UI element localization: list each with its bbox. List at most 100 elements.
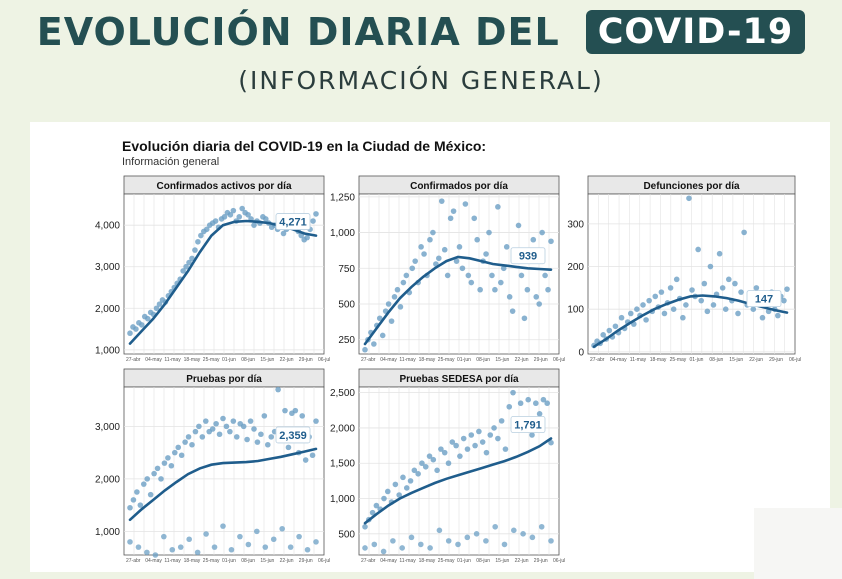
data-point — [227, 428, 233, 435]
data-point — [175, 444, 182, 451]
data-point — [540, 396, 547, 403]
data-point — [430, 456, 437, 463]
x-tick-label: 08-jun — [476, 558, 490, 564]
panel-4: Pruebas por día 1,000 2,000 3,000 27-abr 04-m… — [95, 368, 330, 564]
data-point — [775, 312, 781, 319]
data-point — [426, 453, 433, 459]
data-point — [444, 272, 451, 279]
data-point-low — [492, 523, 499, 530]
data-point — [491, 425, 497, 431]
data-point — [156, 301, 163, 307]
data-point — [483, 449, 490, 456]
data-point — [506, 294, 513, 300]
data-point — [220, 415, 226, 422]
data-point-low — [520, 531, 526, 537]
data-point-low — [529, 534, 536, 541]
y-tick-label: 250 — [338, 335, 355, 346]
x-tick-label: 18-may — [184, 558, 201, 564]
data-point — [441, 246, 448, 253]
data-point — [313, 418, 319, 424]
data-point — [418, 244, 424, 250]
x-tick-label: 27-abr — [590, 357, 605, 363]
data-point — [244, 436, 250, 443]
data-point — [548, 439, 554, 446]
data-point-low — [313, 539, 319, 545]
data-point — [548, 238, 554, 245]
data-point — [707, 263, 714, 270]
y-tick-label: 2,000 — [95, 474, 120, 485]
data-point — [400, 474, 406, 481]
data-point — [544, 400, 551, 407]
x-tick-label: 25-may — [203, 357, 220, 363]
data-point — [183, 263, 189, 270]
data-point — [230, 207, 237, 214]
x-tick-label: 08-jun — [241, 357, 255, 363]
x-tick-label: 11-may — [164, 558, 181, 564]
data-point — [781, 297, 787, 304]
data-point — [438, 198, 445, 204]
data-point — [686, 195, 692, 202]
data-point — [251, 222, 257, 228]
x-tick-label: 01-jun — [222, 357, 236, 363]
data-point-low — [371, 541, 378, 548]
data-point — [506, 403, 513, 410]
data-point-low — [427, 545, 433, 551]
data-point — [483, 251, 489, 257]
data-point — [223, 423, 230, 430]
corner-overlay — [754, 508, 842, 579]
data-point — [261, 413, 268, 419]
data-point — [430, 229, 436, 236]
data-point — [643, 317, 649, 323]
x-tick-label: 01-jun — [690, 357, 704, 363]
data-point — [373, 502, 380, 509]
data-point-low — [380, 548, 387, 555]
data-point — [434, 467, 440, 474]
data-point — [701, 280, 708, 287]
data-point — [533, 400, 539, 407]
x-tick-label: 22-jun — [749, 357, 763, 363]
data-point — [171, 449, 178, 456]
data-point — [468, 432, 475, 438]
data-point — [144, 315, 151, 322]
data-point — [412, 258, 418, 264]
last-value-box — [275, 213, 311, 230]
panel-title: Defunciones por día — [643, 181, 740, 192]
last-value-box — [510, 416, 546, 433]
data-point — [479, 439, 486, 445]
data-point — [263, 216, 269, 222]
data-point — [275, 386, 281, 393]
data-point — [376, 315, 383, 322]
data-point — [384, 488, 391, 495]
data-point — [212, 218, 219, 224]
y-tick-label: 3,000 — [95, 262, 120, 273]
data-point-low — [408, 534, 415, 541]
data-point — [391, 294, 398, 300]
data-point — [441, 449, 448, 456]
y-tick-label: 1,000 — [95, 345, 120, 356]
data-point — [304, 234, 310, 241]
data-point — [661, 310, 668, 317]
data-point-low — [445, 538, 452, 544]
x-tick-label: 18-may — [419, 357, 436, 363]
x-tick-label: 04-may — [380, 558, 397, 564]
data-point — [517, 400, 524, 407]
data-point-low — [254, 528, 260, 535]
data-point — [498, 279, 504, 286]
data-point — [133, 326, 139, 332]
data-point — [673, 276, 680, 283]
data-point-low — [511, 527, 517, 534]
data-point — [422, 463, 429, 470]
data-point — [147, 491, 154, 498]
x-tick-label: 06-jul — [789, 357, 801, 363]
data-point-low — [270, 536, 277, 543]
data-point — [436, 255, 442, 262]
data-point — [462, 201, 469, 207]
data-point-low — [194, 549, 201, 556]
data-point — [299, 413, 306, 419]
data-point — [612, 323, 619, 330]
x-tick-label: 27-abr — [126, 357, 141, 363]
data-point — [533, 294, 540, 300]
data-point — [203, 226, 210, 233]
data-point — [500, 265, 507, 272]
panel-1: Confirmados activos por día 1,000 2,000 3,0… — [95, 175, 330, 363]
